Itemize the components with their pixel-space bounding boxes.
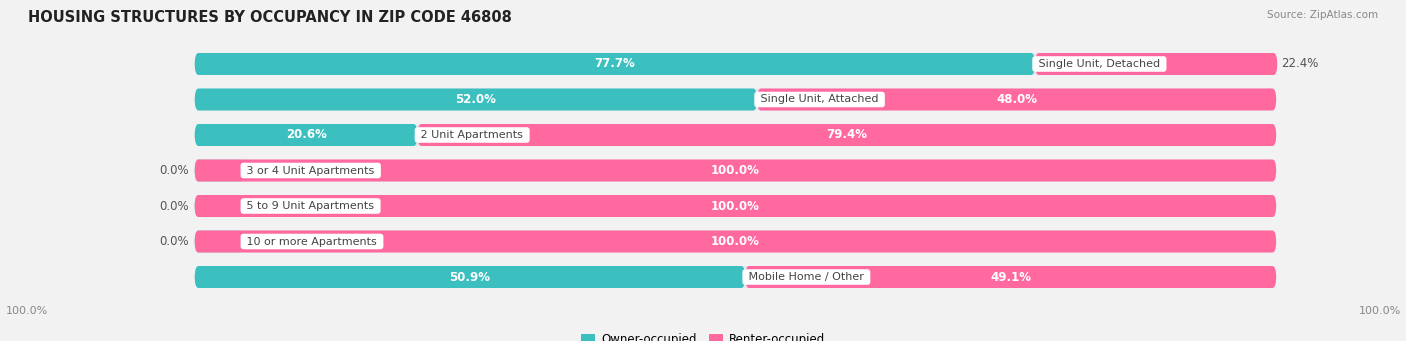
FancyBboxPatch shape	[194, 195, 1277, 217]
Text: 10 or more Apartments: 10 or more Apartments	[243, 237, 381, 247]
Text: 5 to 9 Unit Apartments: 5 to 9 Unit Apartments	[243, 201, 378, 211]
FancyBboxPatch shape	[194, 266, 1277, 288]
FancyBboxPatch shape	[418, 124, 1277, 146]
Text: 49.1%: 49.1%	[990, 270, 1031, 283]
Text: 22.4%: 22.4%	[1282, 58, 1319, 71]
Text: Mobile Home / Other: Mobile Home / Other	[745, 272, 868, 282]
Text: 0.0%: 0.0%	[160, 199, 190, 212]
FancyBboxPatch shape	[194, 195, 243, 217]
Legend: Owner-occupied, Renter-occupied: Owner-occupied, Renter-occupied	[576, 329, 830, 341]
FancyBboxPatch shape	[756, 89, 1277, 110]
Text: Single Unit, Attached: Single Unit, Attached	[756, 94, 882, 104]
FancyBboxPatch shape	[194, 124, 1277, 146]
FancyBboxPatch shape	[1035, 53, 1277, 75]
FancyBboxPatch shape	[194, 53, 1035, 75]
FancyBboxPatch shape	[194, 160, 243, 181]
FancyBboxPatch shape	[194, 266, 745, 288]
Text: 20.6%: 20.6%	[285, 129, 326, 142]
FancyBboxPatch shape	[194, 195, 1277, 217]
Text: 0.0%: 0.0%	[160, 164, 190, 177]
Text: 100.0%: 100.0%	[711, 235, 759, 248]
FancyBboxPatch shape	[194, 89, 756, 110]
Text: 100.0%: 100.0%	[711, 199, 759, 212]
Text: 0.0%: 0.0%	[160, 235, 190, 248]
FancyBboxPatch shape	[194, 231, 1277, 252]
Text: 79.4%: 79.4%	[827, 129, 868, 142]
Text: 48.0%: 48.0%	[995, 93, 1038, 106]
FancyBboxPatch shape	[194, 231, 243, 252]
Text: HOUSING STRUCTURES BY OCCUPANCY IN ZIP CODE 46808: HOUSING STRUCTURES BY OCCUPANCY IN ZIP C…	[28, 10, 512, 25]
FancyBboxPatch shape	[194, 124, 418, 146]
FancyBboxPatch shape	[194, 53, 1277, 75]
FancyBboxPatch shape	[745, 266, 1277, 288]
Text: 100.0%: 100.0%	[6, 306, 48, 316]
Text: 50.9%: 50.9%	[450, 270, 491, 283]
FancyBboxPatch shape	[194, 231, 1277, 252]
Text: Source: ZipAtlas.com: Source: ZipAtlas.com	[1267, 10, 1378, 20]
FancyBboxPatch shape	[194, 89, 1277, 110]
Text: 2 Unit Apartments: 2 Unit Apartments	[418, 130, 527, 140]
Text: 77.7%: 77.7%	[595, 58, 636, 71]
Text: 52.0%: 52.0%	[456, 93, 496, 106]
Text: 100.0%: 100.0%	[711, 164, 759, 177]
FancyBboxPatch shape	[194, 160, 1277, 181]
Text: 3 or 4 Unit Apartments: 3 or 4 Unit Apartments	[243, 165, 378, 176]
Text: 100.0%: 100.0%	[1358, 306, 1400, 316]
Text: Single Unit, Detached: Single Unit, Detached	[1035, 59, 1164, 69]
FancyBboxPatch shape	[194, 160, 1277, 181]
